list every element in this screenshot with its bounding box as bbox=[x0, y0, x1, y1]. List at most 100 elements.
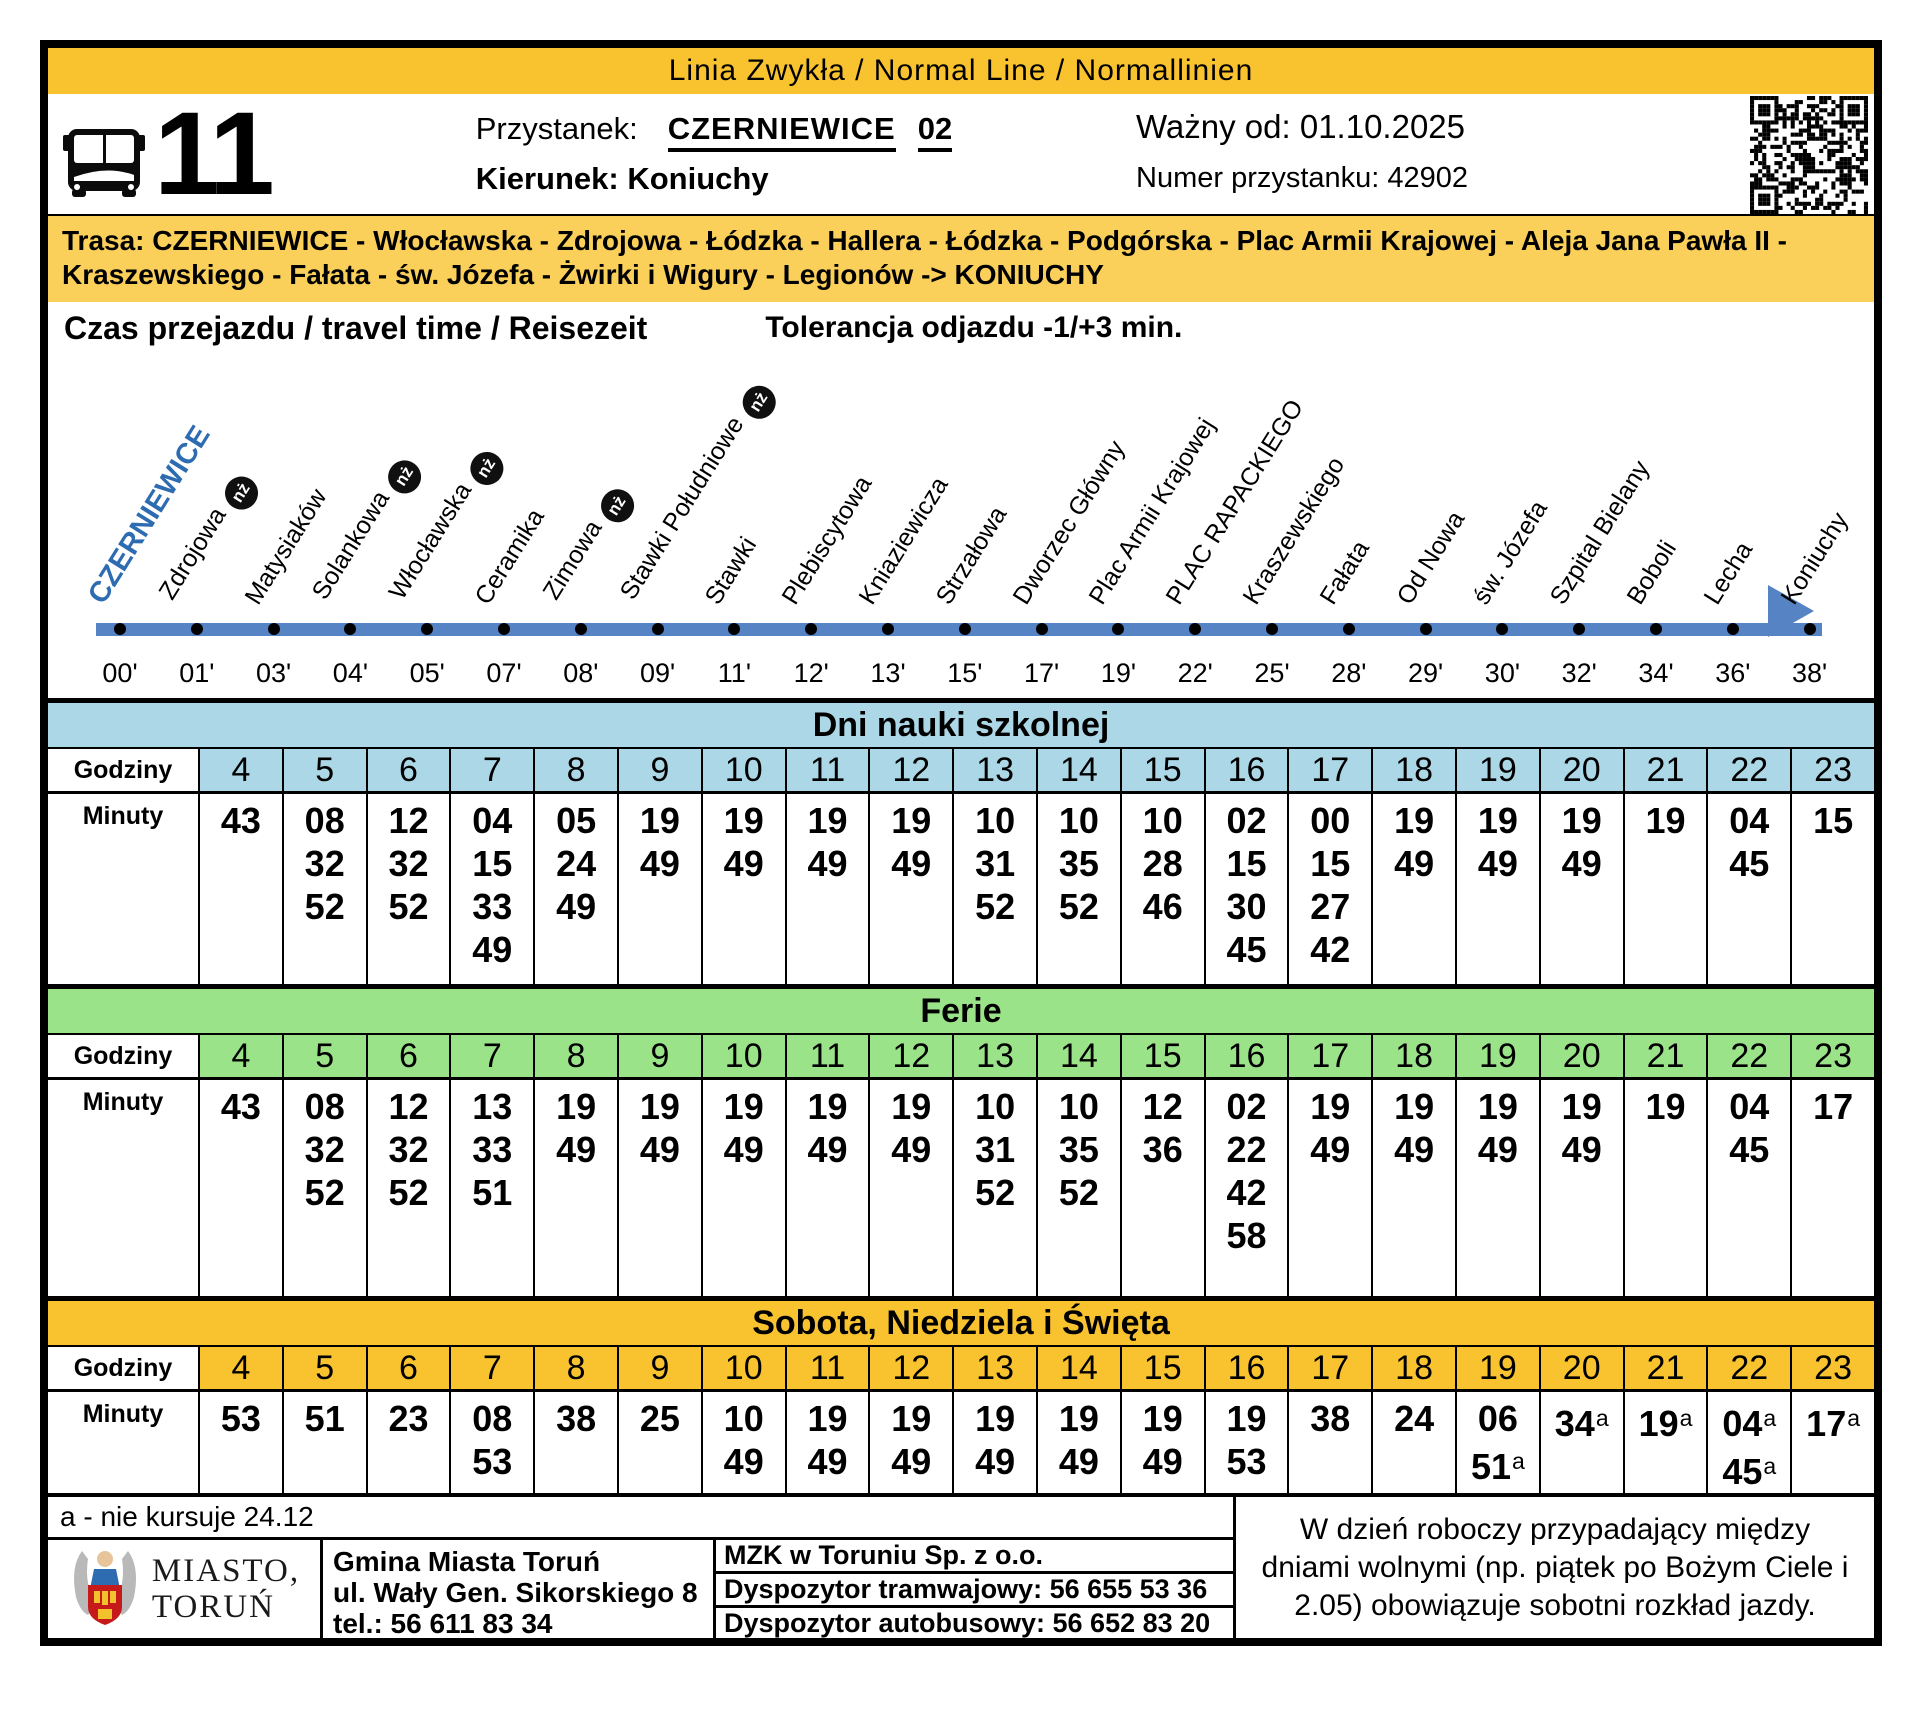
footnote-marker: a bbox=[1763, 1405, 1777, 1431]
departure-minute: 58 bbox=[1226, 1215, 1267, 1256]
hour-7: 7 bbox=[449, 1035, 534, 1080]
departure-minute: 19 bbox=[556, 1086, 597, 1127]
timetable-0: Dni nauki szkolnej Godziny 4 5 6 7 8 9 10 11 12 13 1… bbox=[48, 698, 1874, 984]
departure-minute: 49 bbox=[723, 1441, 764, 1482]
stop-minute-mark: 05' bbox=[409, 658, 445, 688]
departure-minute: 23 bbox=[388, 1398, 429, 1439]
departure-minute: 12 bbox=[388, 800, 429, 841]
hour-5: 5 bbox=[281, 749, 366, 794]
gmina-name: Gmina Miasta Toruń bbox=[333, 1546, 601, 1577]
minutes-hour-13: 10 31 52 bbox=[952, 794, 1036, 984]
stop-label-15: PLAC RAPACKIEGO bbox=[1160, 394, 1310, 610]
departure-minute: 33 bbox=[472, 1129, 513, 1170]
departure-minute: 00 bbox=[1310, 800, 1351, 841]
departure-minute: 33 bbox=[472, 886, 513, 927]
departure-minute: 08 bbox=[472, 1398, 513, 1439]
footnote-marker: a bbox=[1679, 1405, 1693, 1431]
departure-minute: 10 bbox=[1058, 800, 1099, 841]
minutes-hour-18: 19 49 bbox=[1371, 794, 1455, 984]
minutes-hour-5: 08 32 52 bbox=[281, 1080, 366, 1296]
departure-minute: 04 bbox=[1729, 800, 1770, 841]
departure-minute: 24 bbox=[1394, 1398, 1435, 1439]
valid-from: Ważny od: 01.10.2025 bbox=[1136, 108, 1466, 145]
minutes-hour-12: 19 49 bbox=[868, 794, 952, 984]
departure-minute: 19 bbox=[891, 1398, 932, 1439]
hour-20: 20 bbox=[1538, 1035, 1623, 1080]
departure-minute: 49 bbox=[891, 843, 932, 884]
on-demand-nz-icon: nż bbox=[463, 444, 510, 491]
hour-10: 10 bbox=[700, 749, 785, 794]
minutes-hour-9: 25 bbox=[617, 1392, 701, 1493]
departure-minute: 19 bbox=[891, 1086, 932, 1127]
timetable-title: Ferie bbox=[48, 989, 1874, 1035]
stop-dot bbox=[1726, 623, 1739, 635]
hour-13: 13 bbox=[952, 1347, 1036, 1392]
stop-label-18: Od Nowa bbox=[1391, 506, 1470, 610]
gmina-phone: tel.: 56 611 83 34 bbox=[333, 1608, 553, 1639]
minutes-hour-18: 24 bbox=[1371, 1392, 1455, 1493]
minutes-hour-11: 19 49 bbox=[784, 1392, 869, 1493]
minutes-hour-20: 34a bbox=[1538, 1392, 1623, 1493]
departure-minute: 19 bbox=[1561, 800, 1602, 841]
departure-minute: 42 bbox=[1226, 1172, 1267, 1213]
stop-label-8: Stawki Południowenż bbox=[614, 375, 782, 610]
departure-minute: 49 bbox=[1394, 1129, 1435, 1170]
minutes-hour-21: 19a bbox=[1622, 1392, 1707, 1493]
stop-label-19: św. Józefa bbox=[1467, 495, 1554, 610]
timetable-sheet: Linia Zwykła / Normal Line / Normallinie… bbox=[40, 40, 1882, 1646]
departure-minute: 51a bbox=[1470, 1446, 1525, 1487]
departure-minute: 04a bbox=[1722, 1403, 1777, 1444]
minutes-hour-12: 19 49 bbox=[868, 1080, 952, 1296]
minutes-label: Minuty bbox=[48, 1080, 198, 1296]
departure-minute: 10 bbox=[1058, 1086, 1099, 1127]
hour-10: 10 bbox=[700, 1347, 785, 1392]
minutes-hour-13: 19 49 bbox=[952, 1392, 1036, 1493]
hour-9: 9 bbox=[617, 1035, 701, 1080]
hour-14: 14 bbox=[1036, 749, 1120, 794]
departure-minute: 19 bbox=[1561, 1086, 1602, 1127]
bus-icon bbox=[62, 125, 146, 204]
hour-17: 17 bbox=[1287, 1035, 1372, 1080]
route-text: Trasa: CZERNIEWICE - Włocławska - Zdrojo… bbox=[62, 225, 1787, 290]
stop-dot bbox=[1419, 623, 1432, 635]
stop-minute-mark: 25' bbox=[1254, 658, 1290, 688]
departure-minute: 15 bbox=[1310, 843, 1351, 884]
departure-minute: 49 bbox=[1477, 1129, 1518, 1170]
minutes-hour-21: 19 bbox=[1622, 794, 1707, 984]
stop-minute-mark: 08' bbox=[563, 658, 599, 688]
timetables: Dni nauki szkolnej Godziny 4 5 6 7 8 9 10 11 12 13 1… bbox=[48, 698, 1874, 1493]
hour-4: 4 bbox=[198, 1347, 282, 1392]
minutes-hour-11: 19 49 bbox=[784, 1080, 869, 1296]
departure-minute: 52 bbox=[975, 1172, 1016, 1213]
minutes-hour-14: 19 49 bbox=[1036, 1392, 1120, 1493]
city-logo-line1: MIASTO, bbox=[151, 1553, 301, 1589]
hour-8: 8 bbox=[533, 749, 617, 794]
departure-minute: 27 bbox=[1310, 886, 1351, 927]
departure-minute: 49 bbox=[723, 843, 764, 884]
stop-dot bbox=[882, 623, 894, 635]
departure-minute: 34a bbox=[1554, 1403, 1609, 1444]
departure-minute: 32 bbox=[388, 1129, 429, 1170]
minutes-hour-5: 51 bbox=[281, 1392, 366, 1493]
hour-7: 7 bbox=[449, 1347, 534, 1392]
minutes-hour-7: 13 33 51 bbox=[449, 1080, 533, 1296]
departure-minute: 52 bbox=[1058, 1172, 1099, 1213]
minutes-hour-6: 12 32 52 bbox=[365, 794, 450, 984]
departure-minute: 42 bbox=[1310, 929, 1351, 970]
line-type-label: Linia Zwykła / Normal Line / Normallinie… bbox=[668, 54, 1254, 87]
stop-dot bbox=[1035, 623, 1048, 635]
hour-11: 11 bbox=[784, 1035, 869, 1080]
minutes-hour-22: 04 45 bbox=[1706, 794, 1790, 984]
stop-minute-mark: 09' bbox=[640, 658, 676, 688]
departure-minute: 49 bbox=[639, 1129, 680, 1170]
hour-13: 13 bbox=[952, 1035, 1036, 1080]
stop-dot bbox=[1650, 623, 1662, 635]
hours-label: Godziny bbox=[48, 749, 198, 794]
departure-minute: 19 bbox=[975, 1398, 1016, 1439]
departure-minute: 35 bbox=[1058, 1129, 1099, 1170]
hour-23: 23 bbox=[1790, 1035, 1874, 1080]
minutes-hour-9: 19 49 bbox=[617, 1080, 701, 1296]
footer-left: a - nie kursuje 24.12 bbox=[48, 1497, 1236, 1639]
minutes-hour-19: 06 51a bbox=[1455, 1392, 1539, 1493]
hour-6: 6 bbox=[365, 1035, 450, 1080]
